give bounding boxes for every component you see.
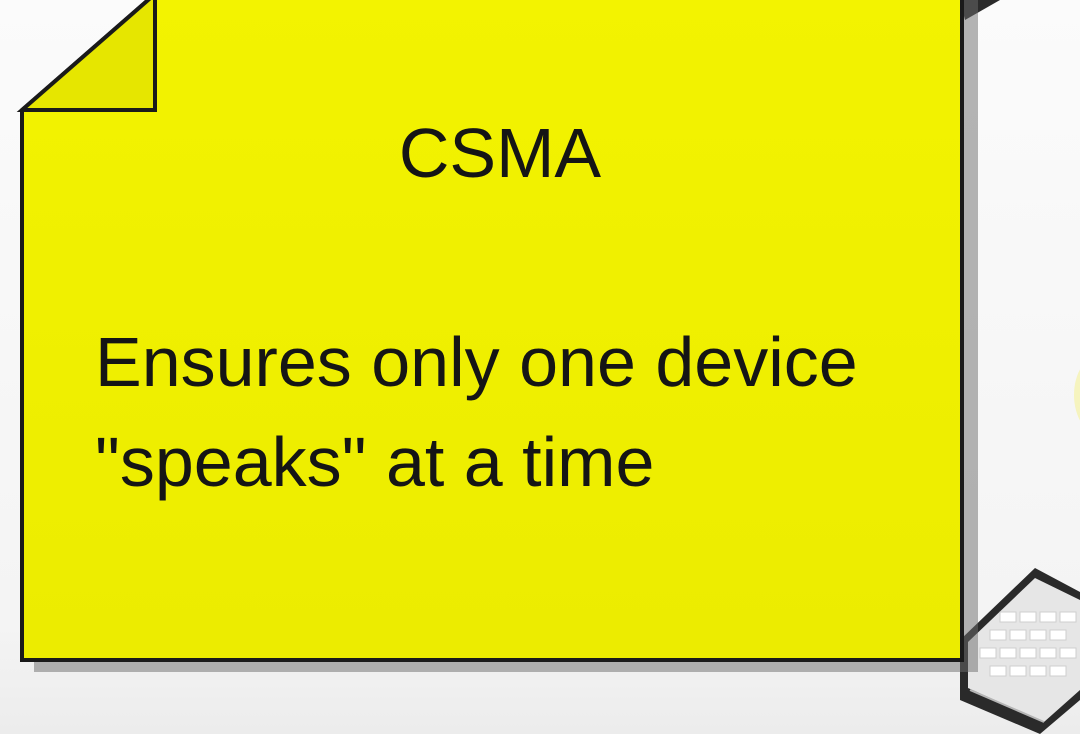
note-body-text: Ensures only one device "speaks" at a ti… <box>95 323 858 501</box>
folded-corner-icon <box>16 0 157 112</box>
note-title: CSMA <box>398 114 602 192</box>
yellow-object-edge <box>1074 369 1080 421</box>
keyboard-icon <box>960 568 1080 734</box>
